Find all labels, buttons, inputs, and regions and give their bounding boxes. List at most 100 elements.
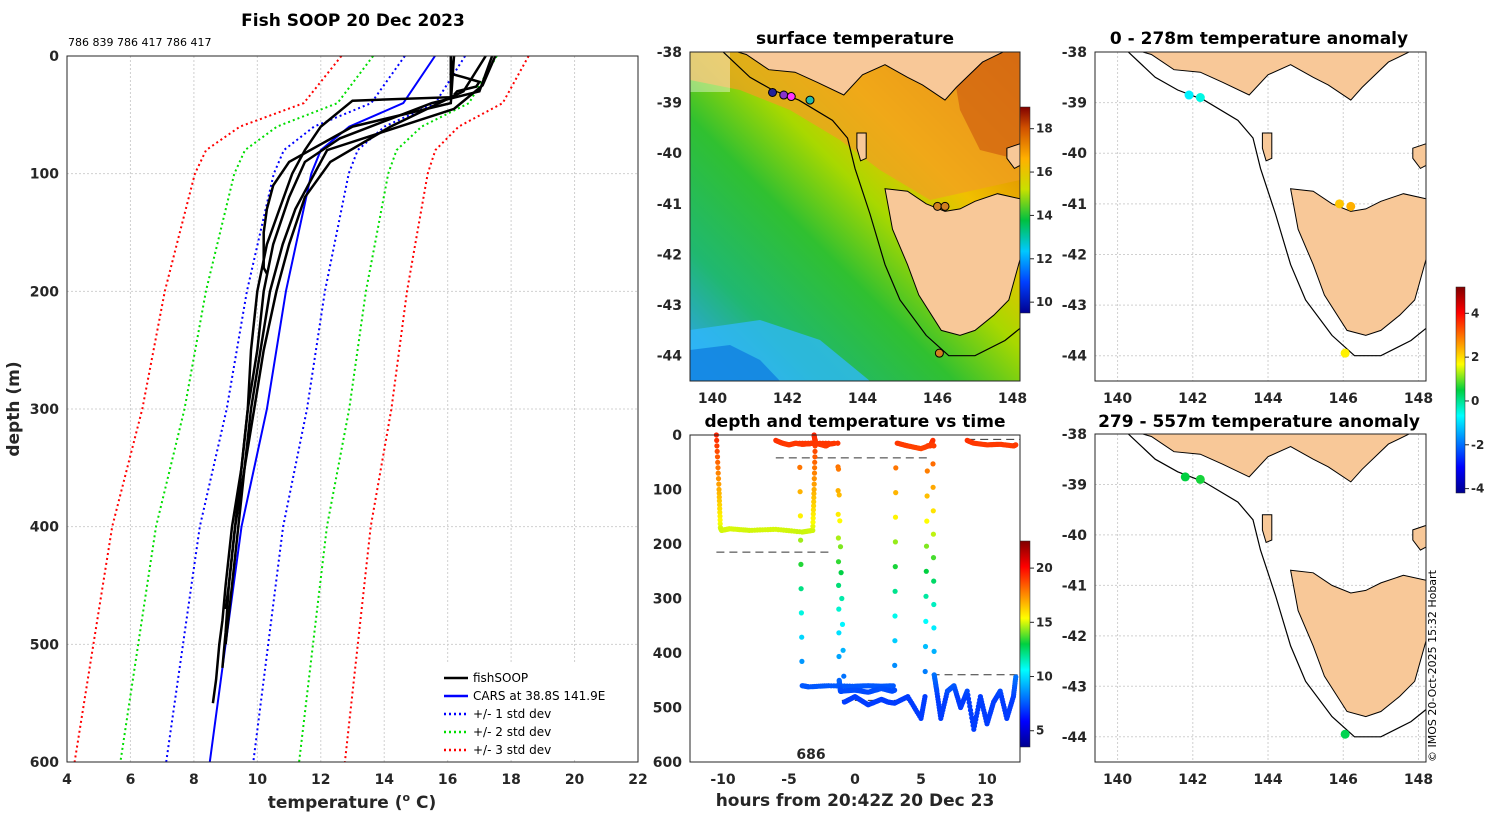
- depth-time-colorbar-ticks: 5 10 15 20: [1030, 561, 1053, 738]
- anom-deep-point-1: [1180, 472, 1190, 482]
- map-xtick: 142: [1178, 772, 1207, 788]
- anom-shallow-point-5: [1340, 348, 1350, 358]
- depth-time-point: [841, 673, 847, 679]
- map-ytick: -42: [657, 247, 682, 263]
- std-dev-2-high-line: [298, 55, 498, 763]
- map-xtick: 148: [1404, 391, 1433, 407]
- depth-time-point: [837, 544, 844, 550]
- sst-colorbar-label: 10: [1036, 295, 1053, 309]
- shelf-contour-sst: [722, 52, 1020, 357]
- profile-panel: Fish SOOP 20 Dec 2023 786 839 786 417 78…: [4, 11, 648, 813]
- anom-deep-points: [1180, 472, 1350, 739]
- fishsoop-surface-segment: [449, 55, 482, 96]
- profile-xtick: 4: [62, 772, 72, 788]
- depth-time-point: [812, 448, 818, 454]
- map-xtick: 144: [1253, 391, 1282, 407]
- depth-time-point: [930, 555, 937, 561]
- land-flinders-island: [1412, 143, 1426, 170]
- land-anom-shallow: [1140, 52, 1426, 336]
- depth-time-point: [930, 484, 936, 490]
- depth-time-point: [836, 606, 842, 612]
- depth-time-point: [812, 459, 818, 465]
- depth-time-point: [715, 470, 721, 476]
- depth-time-xlabel: hours from 20:42Z 20 Dec 23: [716, 791, 995, 811]
- profile-ytick: 0: [49, 49, 59, 65]
- map-xtick: 140: [1103, 772, 1132, 788]
- profile-ytick: 600: [30, 755, 59, 771]
- depth-time-point: [835, 559, 842, 565]
- depth-time-point: [811, 503, 817, 509]
- land-flinders-island: [1412, 524, 1426, 551]
- map-xtick: 148: [998, 391, 1027, 407]
- profile-xtick: 12: [311, 772, 330, 788]
- anomaly-deep-panel: 279 - 557m temperature anomaly 140 142 144…: [1062, 286, 1484, 788]
- profile-title: Fish SOOP 20 Dec 2023: [241, 11, 465, 31]
- depth-time-ytick: 600: [653, 755, 682, 771]
- map-ytick: -38: [1062, 427, 1087, 443]
- depth-time-point: [810, 527, 816, 534]
- profile-xtick: 22: [628, 772, 647, 788]
- depth-time-point: [811, 470, 818, 476]
- sst-colorbar: [1019, 106, 1031, 314]
- map-ytick: -38: [1062, 45, 1087, 61]
- depth-time-point: [892, 564, 898, 570]
- depth-time-point: [968, 711, 974, 717]
- anom-shallow-point-1: [1184, 90, 1194, 100]
- anomaly-colorbar-label: 0: [1471, 394, 1479, 408]
- anomaly-colorbar-label: 2: [1471, 350, 1479, 364]
- depth-time-colorbar-label: 10: [1036, 670, 1053, 684]
- depth-time-point: [797, 440, 803, 446]
- depth-time-point: [797, 489, 803, 495]
- shelf-contour-shallow: [1127, 52, 1426, 357]
- depth-time-point: [811, 481, 817, 487]
- sst-colorbar-ticks: 10 12 14 16 18: [1030, 122, 1053, 309]
- depth-time-point: [714, 443, 720, 449]
- profile-ytick: 500: [30, 637, 59, 653]
- sst-marker-4: [805, 95, 815, 105]
- sst-cloud-gap: [690, 52, 730, 92]
- depth-time-point: [810, 523, 816, 529]
- depth-time-point: [836, 630, 842, 636]
- depth-time-point: [890, 683, 896, 689]
- depth-time-point: [717, 502, 723, 508]
- depth-time-point: [717, 509, 723, 515]
- depth-time-point: [924, 493, 930, 499]
- depth-time-point: [810, 511, 816, 517]
- depth-time-point: [835, 488, 841, 494]
- depth-time-point: [892, 613, 898, 619]
- depth-time-point: [714, 437, 720, 443]
- profile-xlabel: temperature (o C): [268, 791, 437, 813]
- anom-shallow-point-4: [1346, 201, 1356, 211]
- legend-label-3: +/- 1 std dev: [473, 707, 551, 721]
- depth-time-point: [811, 499, 817, 505]
- sst-marker-1: [768, 87, 777, 97]
- depth-time-point: [964, 688, 970, 694]
- depth-time-colorbar: [1019, 540, 1031, 748]
- map-ytick: -40: [657, 146, 683, 162]
- map-xtick: 148: [1404, 772, 1433, 788]
- map-ytick: -39: [1062, 96, 1087, 112]
- anomaly-colorbar: [1455, 286, 1466, 494]
- depth-time-point: [799, 634, 805, 640]
- map-ytick: -43: [657, 298, 682, 314]
- depth-time-point: [836, 492, 842, 498]
- map-xtick: 146: [1329, 772, 1358, 788]
- depth-time-point: [835, 440, 841, 446]
- anom-deep-grid: [1095, 433, 1426, 762]
- legend-label-2: CARS at 38.8S 141.9E: [473, 689, 605, 703]
- map-ytick: -43: [1062, 679, 1087, 695]
- anomaly-colorbar-label: 4: [1471, 306, 1479, 320]
- depth-time-point: [799, 658, 805, 665]
- depth-time-point: [716, 498, 723, 504]
- depth-time-point: [923, 593, 929, 599]
- depth-time-point: [717, 521, 723, 527]
- depth-time-xtick: 10: [977, 772, 997, 788]
- std-dev-3-low-line: [73, 55, 343, 763]
- depth-time-point: [923, 618, 929, 625]
- map-ytick: -43: [1062, 298, 1087, 314]
- depth-time-ytick: 400: [653, 646, 682, 662]
- depth-time-xtick: -10: [710, 772, 736, 788]
- map-xtick: 146: [1329, 391, 1358, 407]
- depth-time-point: [1013, 674, 1019, 680]
- depth-time-point: [797, 464, 803, 470]
